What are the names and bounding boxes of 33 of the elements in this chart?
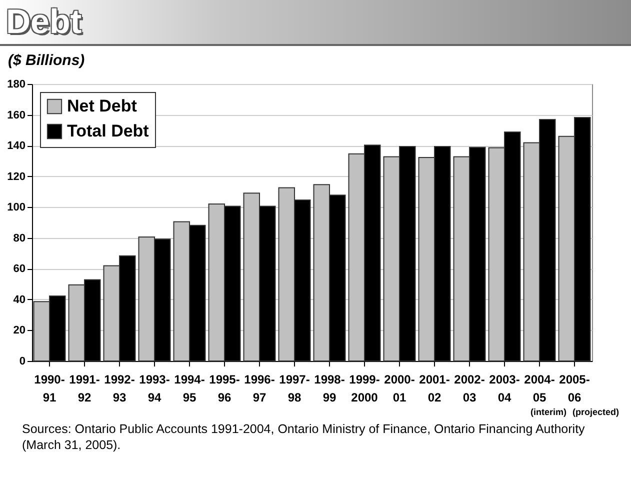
source-note: Sources: Ontario Public Accounts 1991-2004, Ontario Ministry of Finance, Ontario Financing Authority (March 31, 2005).: [22, 421, 586, 453]
x-tick-label: 2004-05: [524, 372, 555, 404]
y-tick-label: 160: [7, 109, 26, 122]
x-tick-label: 2005-06: [559, 372, 590, 404]
x-tick-label: 1998-99: [314, 372, 345, 404]
y-tick-label: 40: [13, 294, 26, 306]
x-tick-label: 1997-98: [279, 372, 310, 404]
y-tick-label: 100: [7, 202, 26, 214]
x-tick-label: 1991-92: [69, 372, 100, 404]
chart-title: Debt: [5, 3, 82, 41]
x-tick-label: 1996-97: [244, 372, 275, 404]
x-tick-label: 1993-94: [139, 372, 170, 404]
y-tick-label: 180: [7, 78, 26, 90]
x-tick-label: 1999-2000: [349, 372, 380, 404]
x-tick-label: 2000-01: [384, 372, 415, 404]
y-tick-label: 60: [13, 263, 26, 276]
text: (projected): [572, 407, 619, 417]
x-tick-label: 2003-04: [489, 372, 520, 404]
x-tick-label: 1992-93: [104, 372, 135, 404]
text: (interim): [530, 407, 566, 417]
legend-label: Net Debt: [67, 96, 138, 116]
x-tick-label: 1990-91: [34, 372, 65, 404]
x-tick-label: 2001-02: [419, 372, 450, 404]
y-tick-label: 120: [7, 170, 26, 183]
chart-subtitle: ($ Billions): [7, 51, 86, 71]
y-tick-label: 20: [13, 324, 26, 337]
legend-label: Total Debt: [67, 122, 150, 140]
y-tick-label: 0: [19, 356, 26, 368]
y-tick-label: 140: [7, 140, 26, 152]
x-tick-label: 2002-03: [454, 372, 485, 404]
x-tick-label: 1995-96: [209, 372, 240, 404]
x-tick-label: 1994-95: [174, 372, 205, 404]
y-tick-label: 80: [13, 232, 26, 244]
